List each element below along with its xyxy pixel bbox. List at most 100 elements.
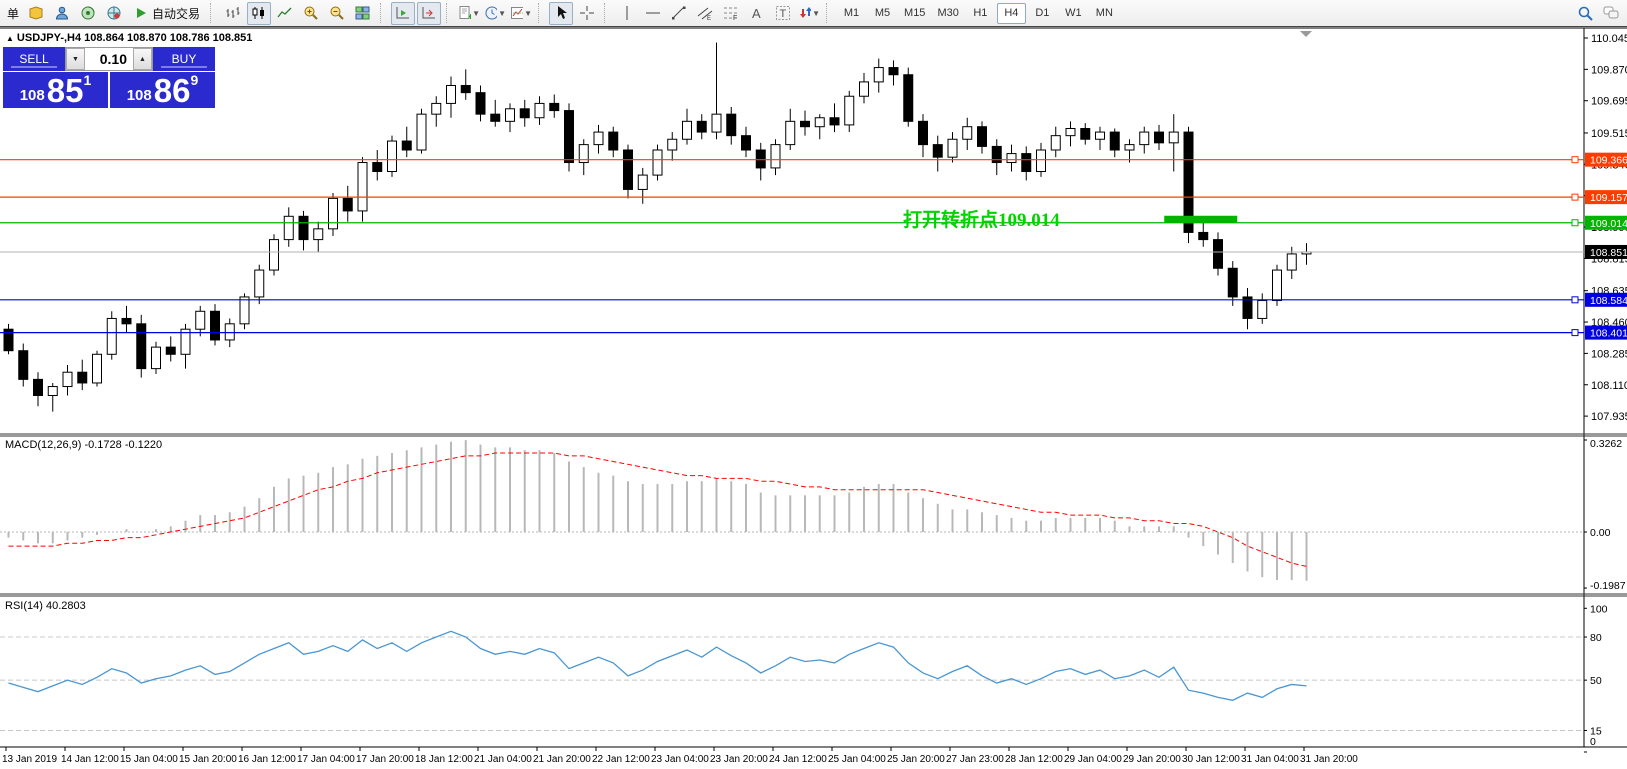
indicators-icon-glyph (459, 6, 472, 19)
history-center-icon[interactable] (24, 2, 48, 25)
svg-text:A: A (752, 6, 761, 21)
autotrading-button[interactable]: 自动交易 (127, 2, 206, 25)
orders-menu-label[interactable]: 单 (7, 6, 20, 21)
volume-decrease-button[interactable]: ▼ (66, 48, 85, 70)
periods-icon[interactable]: ▼ (483, 2, 507, 25)
signals-icon[interactable] (76, 2, 100, 25)
time-scale[interactable]: 13 Jan 2019 14 Jan 12:00 15 Jan 04:00 15 Ja… (2, 747, 1358, 765)
svg-text:-0.1987: -0.1987 (1590, 580, 1626, 592)
timeframe-button-w1[interactable]: W1 (1059, 3, 1088, 24)
fibonacci-icon[interactable]: F (719, 2, 743, 25)
thick-green-segment[interactable] (1164, 215, 1238, 223)
svg-text:108.285: 108.285 (1591, 348, 1627, 360)
svg-text:21 Jan 04:00: 21 Jan 04:00 (474, 754, 532, 765)
macd-indicator-label: MACD(12,26,9) -0.1728 -0.1220 (5, 439, 163, 451)
cursor-icon-glyph (558, 6, 568, 19)
history-center-icon-glyph (29, 6, 43, 20)
svg-text:109.157: 109.157 (1590, 192, 1627, 204)
crosshair-icon[interactable] (575, 2, 599, 25)
timeframe-button-mn[interactable]: MN (1090, 3, 1119, 24)
profile-icon[interactable] (50, 2, 74, 25)
svg-text:E: E (707, 16, 711, 21)
timeframe-button-h1[interactable]: H1 (966, 3, 995, 24)
chat-icon[interactable] (1599, 2, 1623, 25)
symbol-ohlc-text: USDJPY-,H4 108.864 108.870 108.786 108.8… (16, 32, 253, 44)
svg-text:0.00: 0.00 (1590, 527, 1611, 539)
line-chart-icon[interactable] (273, 2, 297, 25)
search-icon[interactable] (1573, 2, 1597, 25)
chart-annotation-text[interactable]: 打开转折点109.014 (903, 210, 1060, 231)
tile-windows-icon[interactable] (351, 2, 375, 25)
svg-text:28 Jan 12:00: 28 Jan 12:00 (1005, 754, 1063, 765)
svg-text:107.935: 107.935 (1591, 411, 1627, 423)
toolbar: 单 自动交易 ▼ ▼ ▼ E F A T ▼ M1 M5 M15 M30 H1 H4 D1 W1 MN (0, 0, 1627, 27)
line-handle (1571, 219, 1579, 227)
svg-text:108.851: 108.851 (1590, 247, 1627, 259)
fibonacci-icon-glyph: F (724, 7, 739, 21)
text-tool-icon-glyph: A (752, 6, 761, 21)
level-lines[interactable] (0, 156, 1584, 337)
scroll-marker-icon[interactable] (1300, 31, 1312, 37)
timeframe-button-m15[interactable]: M15 (899, 3, 930, 24)
rsi-indicator-label: RSI(14) 40.2803 (5, 600, 86, 612)
trendline-icon-glyph (672, 6, 686, 20)
horizontal-line-icon[interactable] (641, 2, 665, 25)
toolbar-separator (604, 3, 610, 23)
line-handle (1571, 296, 1579, 304)
symbol-info: ▲ USDJPY-,H4 108.864 108.870 108.786 108.… (6, 32, 252, 44)
auto-scroll-icon[interactable] (391, 1, 416, 25)
equidistant-channel-icon[interactable]: E (693, 2, 717, 25)
svg-text:13 Jan 2019: 13 Jan 2019 (2, 754, 57, 765)
horizontal-line-icon-glyph (646, 12, 661, 14)
arrows-tool-icon[interactable]: ▼ (797, 2, 821, 25)
svg-text:31 Jan 20:00: 31 Jan 20:00 (1300, 754, 1358, 765)
volume-increase-button[interactable]: ▲ (133, 48, 152, 70)
svg-text:50: 50 (1590, 675, 1602, 687)
rsi-line (8, 630, 1307, 701)
svg-text:23 Jan 20:00: 23 Jan 20:00 (710, 754, 768, 765)
buy-button[interactable]: BUY (153, 47, 215, 71)
toolbar-separator (210, 3, 216, 23)
trendline-icon[interactable] (667, 2, 691, 25)
timeframe-button-h4[interactable]: H4 (996, 2, 1026, 24)
volume-input[interactable] (85, 48, 133, 70)
svg-text:14 Jan 12:00: 14 Jan 12:00 (61, 754, 119, 765)
timeframe-button-m30[interactable]: M30 (932, 3, 963, 24)
templates-icon-glyph (511, 7, 524, 19)
text-label-tool-icon[interactable]: T (771, 2, 795, 25)
dropdown-arrow-icon: ▼ (524, 8, 533, 18)
cursor-icon[interactable] (549, 1, 574, 25)
svg-text:109.515: 109.515 (1591, 128, 1627, 140)
svg-text:108.110: 108.110 (1591, 380, 1627, 392)
svg-text:17 Jan 20:00: 17 Jan 20:00 (356, 754, 414, 765)
templates-icon[interactable]: ▼ (509, 2, 533, 25)
chart-shift-icon[interactable] (417, 1, 442, 25)
sell-button[interactable]: SELL (3, 47, 65, 71)
candlestick-chart-icon[interactable] (247, 1, 272, 25)
macd-signal-line (8, 452, 1307, 567)
text-tool-icon[interactable]: A (745, 2, 769, 25)
sell-price[interactable]: 108 85 1 (3, 72, 108, 108)
timeframe-button-m1[interactable]: M1 (837, 3, 866, 24)
svg-text:F: F (733, 15, 737, 21)
price-labels: 109.366 109.157 109.014 108.584 108.401 108.8… (1585, 152, 1627, 340)
candlestick-chart-icon-glyph (252, 7, 265, 19)
zoom-out-icon[interactable] (325, 2, 349, 25)
svg-text:24 Jan 12:00: 24 Jan 12:00 (769, 754, 827, 765)
vertical-line-icon[interactable] (615, 2, 639, 25)
indicators-icon[interactable]: ▼ (457, 2, 481, 25)
timeframe-button-d1[interactable]: D1 (1028, 3, 1057, 24)
crosshair-icon-glyph (580, 6, 595, 20)
buy-price[interactable]: 108 86 9 (110, 72, 215, 108)
zoom-out-icon-glyph (330, 6, 344, 20)
svg-text:0: 0 (1590, 736, 1596, 748)
timeframe-button-m5[interactable]: M5 (868, 3, 897, 24)
bar-chart-icon[interactable] (221, 2, 245, 25)
zoom-in-icon[interactable] (299, 2, 323, 25)
market-icon[interactable] (102, 2, 126, 25)
zoom-in-icon-glyph (304, 6, 318, 20)
svg-text:15 Jan 20:00: 15 Jan 20:00 (179, 754, 237, 765)
collapse-triangle-icon[interactable]: ▲ (6, 34, 14, 43)
